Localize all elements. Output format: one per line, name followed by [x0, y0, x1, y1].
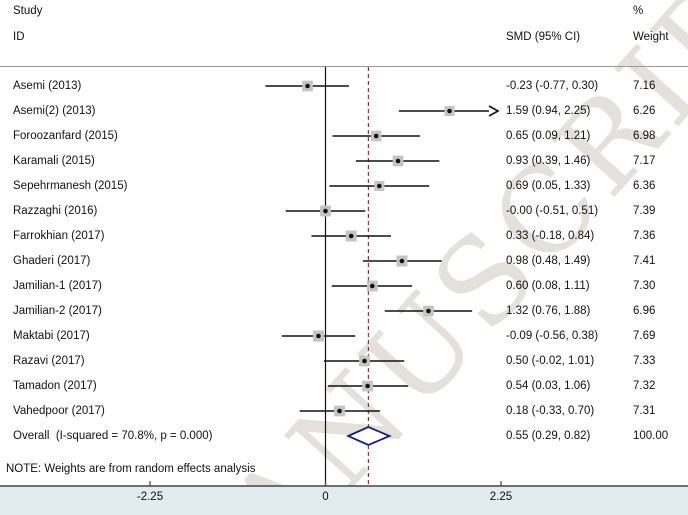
- study-id-label: Razzaghi (2016): [13, 205, 98, 217]
- x-tick-label: 0: [322, 491, 329, 503]
- smd-value: -0.23 (-0.77, 0.30): [506, 80, 599, 92]
- effect-point-marker: [305, 83, 310, 89]
- effect-point-marker: [316, 333, 321, 339]
- weight-value: 6.36: [633, 180, 656, 192]
- weight-value: 7.33: [633, 355, 656, 367]
- smd-column-header: SMD (95% CI): [506, 31, 581, 43]
- smd-value: 0.65 (0.09, 1.21): [506, 130, 591, 142]
- smd-value: -0.00 (-0.51, 0.51): [506, 205, 599, 217]
- effect-point-marker: [399, 258, 405, 264]
- id-column-header: ID: [13, 31, 25, 43]
- smd-value: 0.69 (0.05, 1.33): [506, 180, 591, 192]
- study-id-label: Asemi (2013): [13, 80, 82, 92]
- weight-value: 7.30: [633, 280, 656, 292]
- study-id-label: Farrokhian (2017): [13, 230, 105, 242]
- ci-clip-arrow-icon: [488, 105, 500, 117]
- effect-point-marker: [323, 208, 328, 214]
- effect-point-marker: [426, 308, 431, 314]
- smd-value: 0.33 (-0.18, 0.84): [506, 230, 595, 242]
- overall-diamond: [345, 426, 392, 446]
- weight-value: 7.39: [633, 205, 656, 217]
- effect-point-marker: [370, 283, 375, 289]
- smd-value: 1.59 (0.94, 2.25): [506, 105, 591, 117]
- overall-weight-value: 100.00: [633, 430, 669, 442]
- weight-value: 7.36: [633, 230, 656, 242]
- effect-point-marker: [362, 358, 367, 364]
- smd-value: 1.32 (0.76, 1.88): [506, 305, 591, 317]
- effect-point-marker: [348, 233, 354, 239]
- weight-value: 7.32: [633, 380, 656, 392]
- effect-point-marker: [337, 408, 342, 414]
- smd-value: 0.50 (-0.02, 1.01): [506, 355, 595, 367]
- x-tick-label: -2.25: [136, 491, 164, 503]
- effect-point-marker: [377, 183, 382, 189]
- study-id-label: Ghaderi (2017): [13, 255, 91, 267]
- smd-value: 0.98 (0.48, 1.49): [506, 255, 591, 267]
- x-tick-label: 2.25: [489, 491, 513, 503]
- smd-value: 0.93 (0.39, 1.46): [506, 155, 591, 167]
- study-id-label: Jamilian-2 (2017): [13, 305, 102, 317]
- effect-point-marker: [395, 158, 401, 164]
- weight-value: 7.17: [633, 155, 656, 167]
- study-id-label: Foroozanfard (2015): [13, 130, 118, 142]
- overall-label: Overall (I-squared = 70.8%, p = 0.000): [13, 430, 213, 442]
- weight-value: 7.41: [633, 255, 656, 267]
- smd-value: 0.54 (0.03, 1.06): [506, 380, 591, 392]
- weight-value: 6.26: [633, 105, 656, 117]
- x-axis-strip: [0, 486, 688, 515]
- weight-value: 6.96: [633, 305, 656, 317]
- smd-value: -0.09 (-0.56, 0.38): [506, 330, 599, 342]
- effect-point-marker: [365, 383, 370, 389]
- weight-value: 6.98: [633, 130, 656, 142]
- study-id-label: Vahedpoor (2017): [13, 405, 105, 417]
- study-id-label: Tamadon (2017): [13, 380, 97, 392]
- weight-value: 7.31: [633, 405, 656, 417]
- smd-value: 0.60 (0.08, 1.11): [506, 280, 590, 292]
- effect-point-marker: [447, 108, 452, 114]
- weight-value: 7.69: [633, 330, 656, 342]
- study-id-label: Jamilian-1 (2017): [13, 280, 102, 292]
- study-id-label: Asemi(2) (2013): [13, 105, 96, 117]
- study-id-label: Razavi (2017): [13, 355, 85, 367]
- effect-point-marker: [373, 133, 379, 139]
- study-id-label: Sepehrmanesh (2015): [13, 180, 128, 192]
- study-id-label: Karamali (2015): [13, 155, 95, 167]
- weight-column-header: Weight: [633, 31, 669, 43]
- header-separator-line: [0, 66, 688, 67]
- footnote: NOTE: Weights are from random effects an…: [6, 463, 256, 475]
- weight-value: 7.16: [633, 80, 656, 92]
- smd-value: 0.18 (-0.33, 0.70): [506, 405, 595, 417]
- percent-column-header: %: [633, 5, 644, 17]
- overall-smd-value: 0.55 (0.29, 0.82): [506, 430, 591, 442]
- study-column-header: Study: [13, 5, 43, 17]
- study-id-label: Maktabi (2017): [13, 330, 90, 342]
